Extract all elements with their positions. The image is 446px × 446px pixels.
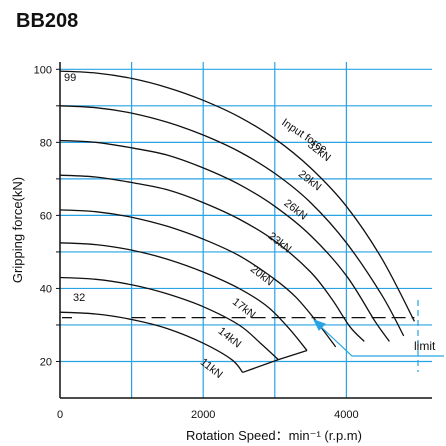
limit-arrowhead [312, 319, 326, 331]
y-tick-label: 20 [40, 356, 52, 368]
series-label: 26kN [282, 197, 310, 222]
axis-ticks: 20 40 60 80 100 0 2000 4000 [34, 64, 359, 421]
limit-pointer-line [317, 323, 444, 357]
x-tick-label: 2000 [191, 409, 215, 421]
series-line [59, 70, 415, 322]
series-line [59, 209, 337, 348]
series-line [59, 105, 405, 337]
x-axis-label: Rotation Speed：min⁻¹ (r.p.m) [186, 428, 362, 443]
curves [59, 70, 444, 374]
top-curve-value-label: 99 [64, 72, 76, 84]
y-tick-label: 60 [40, 210, 52, 222]
limit-label: limit [414, 339, 436, 353]
grid [60, 62, 432, 399]
y-tick-label: 100 [34, 64, 52, 76]
series-line [59, 139, 390, 342]
series-label: 29kN [296, 168, 324, 193]
series-line [59, 276, 279, 361]
x-tick-label: 4000 [334, 409, 358, 421]
y-tick-label: 40 [40, 283, 52, 295]
series-line [59, 311, 244, 373]
series-line [59, 174, 365, 342]
envelope-line [242, 349, 308, 374]
series-line [59, 242, 308, 351]
y-tick-label: 80 [40, 137, 52, 149]
series-label: 14kN [216, 325, 244, 350]
series-label: 11kN [198, 356, 225, 381]
chart-title: BB208 [16, 10, 78, 32]
y-axis-label: Gripping force(kN) [10, 177, 25, 283]
x-tick-label: 0 [57, 409, 63, 421]
input-force-label: Input force [279, 117, 329, 156]
threshold-label: 32 [73, 292, 85, 304]
series-label: 20kN [248, 263, 276, 288]
